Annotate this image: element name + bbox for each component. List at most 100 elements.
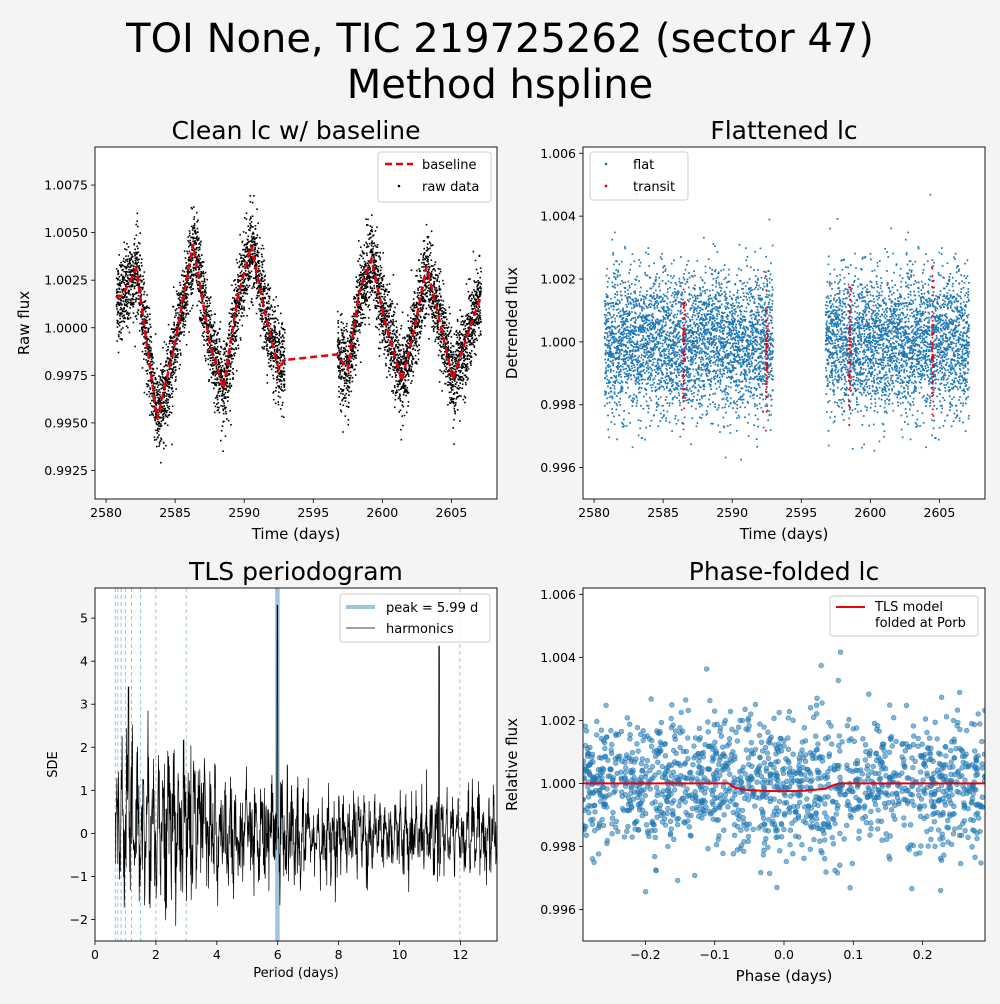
raw-data-point xyxy=(151,341,153,343)
raw-data-point xyxy=(264,288,266,290)
raw-data-point xyxy=(146,294,148,296)
raw-data-point xyxy=(364,301,366,303)
raw-data-point xyxy=(217,346,219,348)
raw-data-point xyxy=(419,286,421,288)
raw-data-point xyxy=(389,283,391,285)
raw-data-point xyxy=(246,218,248,220)
raw-data-point xyxy=(124,284,126,286)
raw-data-point xyxy=(400,400,402,402)
raw-data-point xyxy=(402,404,404,406)
raw-data-point xyxy=(375,261,377,263)
raw-data-point xyxy=(232,358,234,360)
raw-data-point xyxy=(379,342,381,344)
raw-data-point xyxy=(249,263,251,265)
raw-data-point xyxy=(384,331,386,333)
raw-data-point xyxy=(385,333,387,335)
raw-data-point xyxy=(416,363,418,365)
raw-data-point xyxy=(183,331,185,333)
raw-data-point xyxy=(130,266,132,268)
raw-data-point xyxy=(379,334,381,336)
raw-data-point xyxy=(198,239,200,241)
raw-data-point xyxy=(380,273,382,275)
raw-data-point xyxy=(263,286,265,288)
raw-data-point xyxy=(246,284,248,286)
raw-data-point xyxy=(228,420,230,422)
raw-data-point xyxy=(165,445,167,447)
raw-data-point xyxy=(122,281,124,283)
raw-data-point xyxy=(279,331,281,333)
raw-data-point xyxy=(195,230,197,232)
raw-data-point xyxy=(133,266,135,268)
raw-data-point xyxy=(225,436,227,438)
raw-data-point xyxy=(245,232,247,234)
raw-data-point xyxy=(158,445,160,447)
raw-data-point xyxy=(274,327,276,329)
raw-data-point xyxy=(432,317,434,319)
raw-data-point xyxy=(427,282,429,284)
raw-data-point xyxy=(374,259,376,261)
raw-data-point xyxy=(359,264,361,266)
raw-data-point xyxy=(219,412,221,414)
raw-data-point xyxy=(376,301,378,303)
raw-data-point xyxy=(132,256,134,258)
raw-data-point xyxy=(172,342,174,344)
raw-data-point xyxy=(213,348,215,350)
raw-data-point xyxy=(249,285,251,287)
raw-data-point xyxy=(233,349,235,351)
raw-data-point xyxy=(238,348,240,350)
raw-data-point xyxy=(338,326,340,328)
raw-data-point xyxy=(358,344,360,346)
raw-data-point xyxy=(257,256,259,258)
raw-data-point xyxy=(188,246,190,248)
raw-data-point xyxy=(197,247,199,249)
raw-data-point xyxy=(168,386,170,388)
raw-data-point xyxy=(258,248,260,250)
raw-data-point xyxy=(281,376,283,378)
raw-data-point xyxy=(120,338,122,340)
raw-data-point xyxy=(355,357,357,359)
raw-data-point xyxy=(183,320,185,322)
raw-data-point xyxy=(190,261,192,263)
raw-data-point xyxy=(283,378,285,380)
raw-data-point xyxy=(183,281,185,283)
raw-data-point xyxy=(408,374,410,376)
raw-data-point xyxy=(178,292,180,294)
raw-data-point xyxy=(220,440,222,442)
raw-data-point xyxy=(402,345,404,347)
raw-data-point xyxy=(141,280,143,282)
raw-data-point xyxy=(223,349,225,351)
raw-data-point xyxy=(252,202,254,204)
raw-data-point xyxy=(348,394,350,396)
raw-data-point xyxy=(119,276,121,278)
raw-data-point xyxy=(422,308,424,310)
raw-data-point xyxy=(251,302,253,304)
raw-data-point xyxy=(256,237,258,239)
raw-data-point xyxy=(279,387,281,389)
raw-data-point xyxy=(216,403,218,405)
raw-data-point xyxy=(222,390,224,392)
raw-data-point xyxy=(240,272,242,274)
raw-data-point xyxy=(116,340,118,342)
x-tick-label: 2580 xyxy=(90,505,122,520)
raw-data-point xyxy=(384,302,386,304)
raw-data-point xyxy=(232,343,234,345)
raw-data-point xyxy=(120,266,122,268)
raw-data-point xyxy=(169,411,171,413)
raw-data-point xyxy=(155,378,157,380)
raw-data-point xyxy=(386,284,388,286)
raw-data-point xyxy=(212,357,214,359)
raw-data-point xyxy=(284,384,286,386)
raw-data-point xyxy=(233,374,235,376)
raw-data-point xyxy=(278,379,280,381)
raw-data-point xyxy=(160,423,162,425)
raw-data-point xyxy=(167,346,169,348)
raw-data-point xyxy=(259,237,261,239)
raw-data-point xyxy=(276,379,278,381)
raw-data-point xyxy=(244,309,246,311)
raw-data-point xyxy=(358,315,360,317)
raw-data-point xyxy=(118,254,120,256)
raw-data-point xyxy=(145,359,147,361)
raw-data-point xyxy=(363,258,365,260)
raw-data-point xyxy=(271,305,273,307)
raw-data-point xyxy=(260,335,262,337)
